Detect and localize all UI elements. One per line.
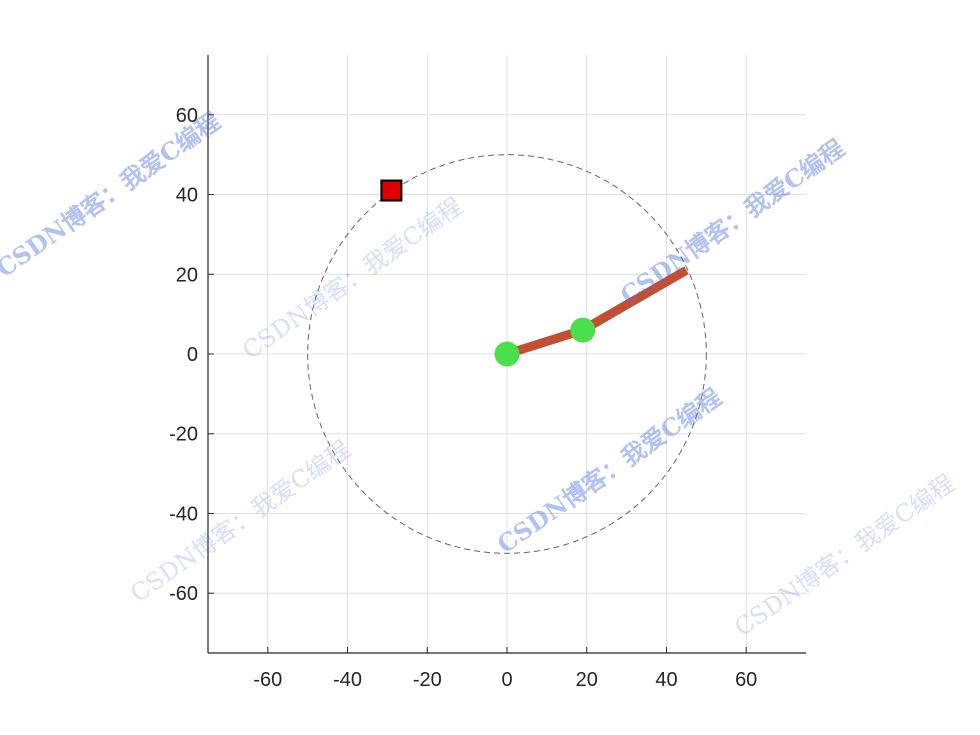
x-tick-label-0: -60	[253, 669, 282, 691]
x-tick-label-5: 40	[655, 669, 677, 691]
x-tick-label-1: -40	[333, 669, 362, 691]
x-axis-ticks: -60 -40 -20 0 20 40 60	[253, 647, 757, 691]
joint-1	[570, 317, 596, 343]
y-tick-label-1: -40	[169, 503, 198, 525]
x-tick-label-3: 0	[501, 669, 512, 691]
target-marker	[380, 179, 403, 202]
y-tick-label-4: 20	[176, 264, 198, 286]
y-tick-label-5: 40	[176, 185, 198, 207]
y-tick-label-2: -20	[169, 424, 198, 446]
y-tick-label-3: 0	[187, 344, 198, 366]
x-tick-label-6: 60	[735, 669, 757, 691]
x-tick-label-4: 20	[576, 669, 598, 691]
x-tick-label-2: -20	[413, 669, 442, 691]
y-tick-label-6: 60	[176, 105, 198, 127]
joint-0	[494, 341, 520, 367]
plot-series	[307, 154, 707, 554]
reach-circle	[307, 154, 707, 554]
y-tick-label-0: -60	[169, 583, 198, 605]
y-axis-ticks: -60 -40 -20 0 20 40 60	[169, 105, 214, 605]
